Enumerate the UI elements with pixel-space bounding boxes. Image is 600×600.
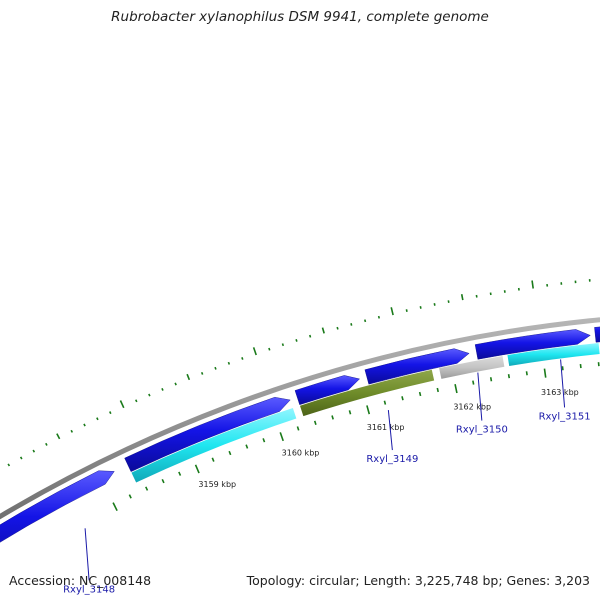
feature-track — [0, 326, 600, 543]
gene-label: Rxyl_3149 — [366, 454, 418, 465]
backbone — [0, 317, 600, 520]
outer-tick — [186, 373, 191, 381]
scale-tick — [489, 377, 493, 382]
labels: 3159 kbp 3160 kbp 3161 kbp 3162 kbp 3163 kbp… — [63, 359, 591, 595]
scale-tick — [472, 380, 475, 385]
outer-tick — [19, 456, 23, 460]
kbp-tick-label: 3161 kbp — [367, 423, 405, 432]
scale-ticks — [7, 279, 600, 512]
outer-tick — [119, 400, 125, 409]
outer-tick — [377, 315, 381, 319]
outer-tick — [295, 338, 298, 342]
gene-label-line — [387, 409, 393, 451]
scale-tick — [525, 371, 528, 376]
gene-band — [439, 355, 505, 379]
outer-tick — [174, 382, 177, 386]
scale-tick — [128, 494, 132, 499]
scale-tick — [436, 387, 439, 393]
gene-label-line — [560, 359, 566, 408]
gene-band — [507, 343, 600, 366]
outer-tick — [161, 387, 164, 391]
outer-tick — [214, 366, 217, 370]
scale-tick — [279, 432, 284, 442]
gene-band — [299, 369, 435, 417]
outer-tick — [336, 326, 339, 330]
genome-backbone — [0, 317, 600, 520]
cds-arrow — [594, 326, 600, 343]
outer-tick — [227, 361, 231, 365]
outer-tick — [109, 411, 112, 415]
outer-tick — [252, 347, 257, 356]
scale-tick — [245, 444, 249, 449]
cds-arrow — [0, 470, 115, 543]
scale-tick — [454, 384, 458, 394]
scale-tick — [383, 400, 387, 405]
topology-summary: Topology: circular; Length: 3,225,748 bp… — [246, 573, 590, 588]
gene-label: Rxyl_3150 — [456, 425, 508, 436]
outer-tick — [350, 323, 353, 326]
gene-label: Rxyl_3148 — [63, 584, 115, 595]
gene-band — [131, 408, 297, 483]
outer-tick — [419, 306, 422, 309]
outer-tick — [96, 417, 99, 421]
scale-tick — [561, 366, 564, 371]
cds-arrow — [294, 375, 360, 405]
outer-tick — [405, 309, 408, 312]
gene-label-line — [477, 372, 483, 421]
outer-tick — [364, 319, 367, 323]
scale-tick — [507, 374, 511, 379]
scale-tick — [145, 486, 149, 491]
gene-label: Rxyl_3151 — [539, 411, 591, 422]
scale-tick — [348, 410, 352, 415]
scale-tick — [543, 368, 547, 378]
kbp-tick-label: 3162 kbp — [453, 403, 491, 412]
outer-tick — [56, 433, 61, 440]
scale-tick — [296, 426, 300, 431]
outer-tick — [281, 343, 285, 347]
scale-tick — [211, 457, 215, 462]
outer-tick — [200, 371, 204, 375]
cds-arrow — [124, 397, 291, 472]
outer-tick — [241, 357, 244, 360]
outer-tick — [83, 423, 86, 427]
outer-tick — [433, 303, 436, 306]
kbp-tick-label: 3159 kbp — [198, 480, 236, 489]
outer-tick — [268, 347, 271, 351]
scale-tick — [262, 438, 266, 443]
scale-tick — [313, 420, 317, 425]
outer-tick — [32, 449, 36, 453]
scale-tick — [418, 391, 422, 397]
scale-tick — [228, 450, 232, 456]
outer-tick — [7, 463, 11, 467]
outer-tick — [321, 327, 325, 334]
scale-tick — [366, 405, 371, 415]
outer-tick — [460, 294, 464, 301]
map-title: Rubrobacter xylanophilus DSM 9941, compl… — [111, 9, 489, 25]
accession-text: Accession: NC_008148 — [9, 573, 152, 588]
scale-tick — [178, 471, 182, 476]
outer-tick — [309, 334, 312, 338]
kbp-tick-label: 3160 kbp — [282, 449, 320, 458]
outer-tick — [390, 307, 394, 316]
scale-tick — [161, 478, 165, 484]
scale-tick — [112, 502, 118, 512]
gene-label-line — [84, 528, 90, 581]
outer-tick — [148, 393, 151, 397]
scale-tick — [401, 396, 404, 401]
scale-tick — [194, 464, 200, 474]
outer-tick — [70, 429, 74, 433]
outer-tick — [45, 442, 48, 446]
kbp-tick-label: 3163 kbp — [541, 388, 579, 397]
cds-arrow — [364, 348, 470, 385]
cds-arrow — [474, 329, 591, 360]
scale-tick — [331, 415, 334, 420]
outer-tick — [135, 399, 138, 403]
outer-tick — [531, 280, 534, 289]
